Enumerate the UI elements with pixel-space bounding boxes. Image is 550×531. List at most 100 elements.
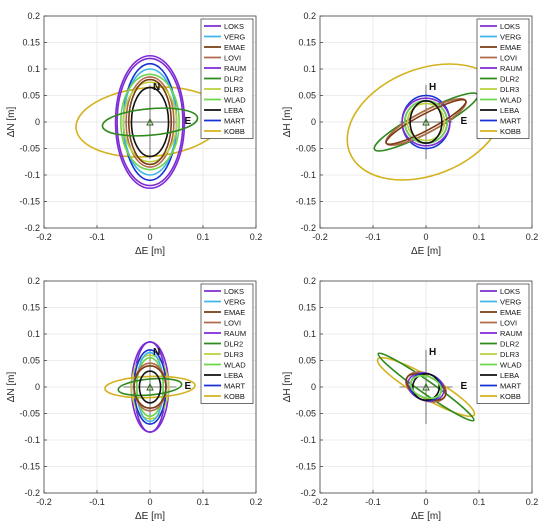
ellipse-leba (130, 86, 170, 158)
x-tick-label: -0.1 (89, 232, 105, 242)
y-tick-label: 0.15 (298, 38, 316, 48)
y-tick-label: -0.15 (19, 197, 40, 207)
y-tick-label: 0.1 (303, 64, 316, 74)
legend-label: KOBB (224, 392, 245, 401)
vertical-axis-letter: H (429, 82, 436, 93)
legend-label: LEBA (500, 106, 519, 115)
y-tick-label: -0.1 (24, 170, 40, 180)
x-tick-label: 0.2 (526, 232, 539, 242)
x-tick-label: 0.2 (250, 232, 263, 242)
x-tick-label: 0 (147, 232, 152, 242)
horizontal-axis-letter: E (460, 381, 467, 392)
y-tick-label: 0.05 (22, 356, 40, 366)
x-tick-label: 0.2 (250, 497, 263, 507)
y-tick-label: -0.15 (295, 197, 316, 207)
legend-label: LOKS (224, 22, 244, 31)
legend-label: DLR3 (500, 350, 519, 359)
ellipse-leba (409, 100, 443, 145)
panel-4: -0.2 -0.1 0 0.1 0.2 0.2 0.15 0.1 0.05 0 -0.05 -0.1 -… (282, 276, 538, 522)
legend-label: DLR2 (224, 75, 243, 84)
horizontal-axis-letter: E (184, 381, 191, 392)
ellipse-layer (376, 349, 476, 425)
ellipse-dlr3 (130, 354, 170, 420)
y-tick-label: -0.15 (295, 462, 316, 472)
legend-label: LOVI (500, 319, 517, 328)
y-tick-label: -0.2 (300, 488, 316, 498)
y-tick-label: 0.2 (303, 11, 316, 21)
legend-label: MART (224, 382, 246, 391)
x-axis-label: ΔE [m] (411, 246, 441, 257)
x-tick-label: 0.1 (473, 232, 486, 242)
panel-2: -0.2 -0.1 0 0.1 0.2 0.2 0.15 0.1 0.05 0 -0.05 -0.1 -… (282, 11, 538, 257)
y-tick-label: 0.15 (22, 38, 40, 48)
legend-label: KOBB (224, 127, 245, 136)
y-tick-label: -0.05 (295, 144, 316, 154)
ellipse-leba (411, 372, 441, 402)
y-tick-label: 0.1 (27, 329, 40, 339)
legend-label: DLR3 (500, 85, 519, 94)
y-tick-label: -0.05 (19, 144, 40, 154)
y-tick-label: -0.15 (19, 462, 40, 472)
legend-label: WLAD (500, 96, 522, 105)
legend-label: LOVI (224, 54, 241, 63)
ellipse-emae (385, 98, 467, 146)
legend-label: EMAE (224, 43, 245, 52)
x-axis-label: ΔE [m] (411, 511, 441, 522)
legend-label: DLR3 (224, 85, 243, 94)
x-tick-label: 0 (423, 232, 428, 242)
y-tick-label: 0.05 (22, 91, 40, 101)
panel-1: -0.2 -0.1 0 0.1 0.2 0.2 0.15 0.1 0.05 0 -0.05 -0.1 -… (6, 11, 262, 257)
origin-marker (422, 382, 430, 391)
ellipse-leba (138, 370, 162, 404)
ellipse-dlr3 (122, 81, 178, 163)
origin-marker (146, 382, 154, 391)
legend-label: DLR2 (500, 75, 519, 84)
ellipse-kobb (104, 375, 196, 399)
x-axis-label: ΔE [m] (135, 511, 165, 522)
legend-label: LOKS (224, 287, 244, 296)
legend-label: RAUM (224, 64, 246, 73)
origin-marker (422, 117, 430, 126)
x-tick-label: -0.1 (365, 497, 381, 507)
legend-label: EMAE (224, 308, 245, 317)
x-tick-label: -0.1 (89, 497, 105, 507)
ellipse-dlr2 (117, 377, 183, 397)
panel-3: -0.2 -0.1 0 0.1 0.2 0.2 0.15 0.1 0.05 0 -0.05 -0.1 -… (6, 276, 262, 522)
y-tick-label: 0.05 (298, 356, 316, 366)
x-tick-label: 0.1 (473, 497, 486, 507)
ellipse-wlad (409, 374, 443, 400)
vertical-axis-letter: N (153, 82, 160, 93)
y-tick-label: 0.2 (303, 276, 316, 286)
legend-label: RAUM (500, 329, 522, 338)
legend-label: WLAD (224, 96, 246, 105)
y-tick-label: 0.1 (303, 329, 316, 339)
y-tick-label: -0.2 (300, 223, 316, 233)
x-tick-label: -0.2 (36, 497, 52, 507)
legend-label: KOBB (500, 127, 521, 136)
y-tick-label: 0.05 (298, 91, 316, 101)
ellipse-wlad (135, 357, 165, 417)
y-tick-label: 0 (311, 117, 316, 127)
legend-label: RAUM (224, 329, 246, 338)
x-tick-label: 0.1 (197, 232, 210, 242)
ellipse-dlr2 (101, 107, 199, 137)
y-tick-label: 0.2 (27, 276, 40, 286)
y-axis-label: ΔN [m] (6, 107, 17, 138)
legend-label: KOBB (500, 392, 521, 401)
x-tick-label: -0.2 (36, 232, 52, 242)
x-tick-label: 0.1 (197, 497, 210, 507)
ellipse-layer (104, 341, 196, 433)
y-tick-label: 0.1 (27, 64, 40, 74)
ellipse-loks (401, 97, 451, 147)
ellipse-dlr3 (406, 102, 446, 142)
legend-label: MART (500, 117, 522, 126)
legend-label: LOVI (224, 319, 241, 328)
x-tick-label: -0.2 (312, 497, 328, 507)
legend-label: LEBA (500, 371, 519, 380)
legend-label: EMAE (500, 308, 521, 317)
